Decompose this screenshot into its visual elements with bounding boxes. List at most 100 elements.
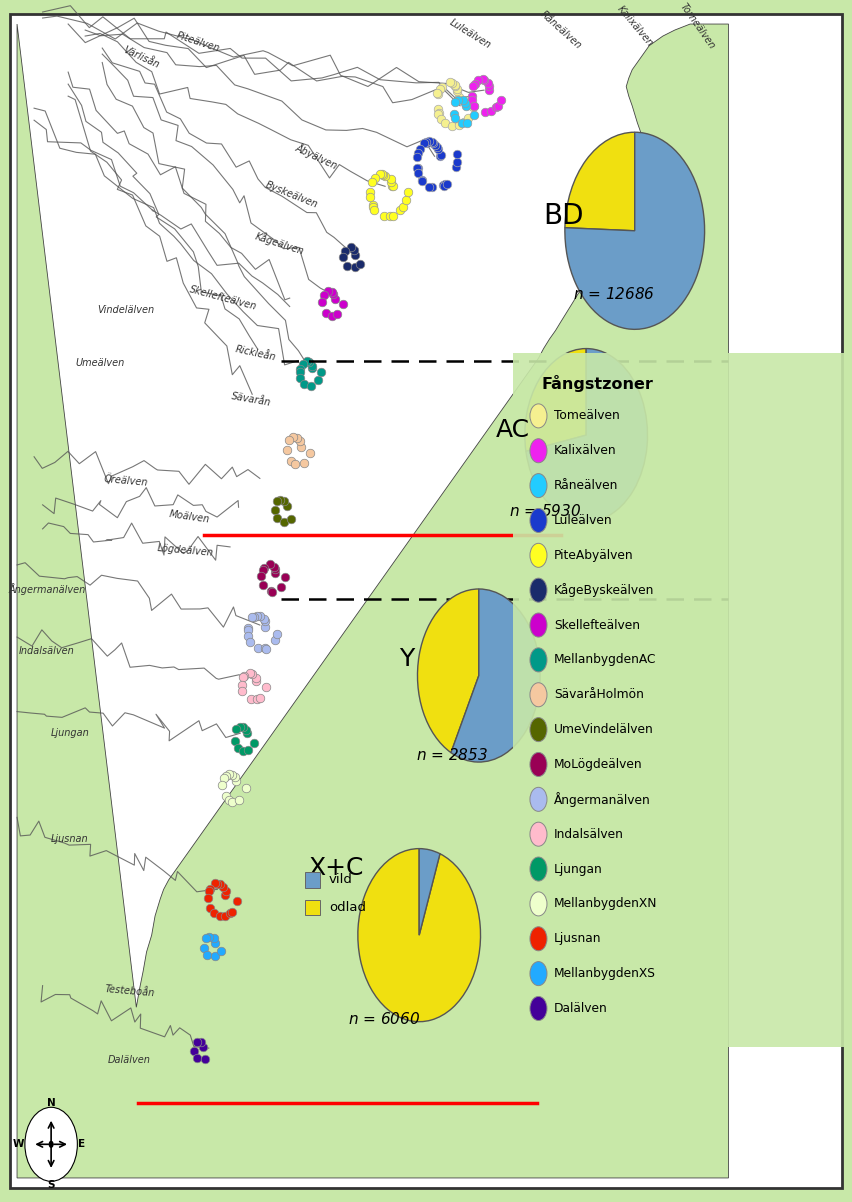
Point (458, 113, 471, 132)
Point (386, 177, 400, 196)
Circle shape (530, 578, 547, 602)
Point (325, 307, 338, 326)
Point (285, 452, 298, 471)
Point (400, 190, 413, 209)
Point (452, 115, 466, 135)
Text: Rickleån: Rickleån (234, 344, 277, 363)
Point (430, 137, 444, 156)
Point (249, 668, 262, 688)
Point (448, 108, 462, 127)
Point (226, 903, 239, 922)
Point (412, 143, 425, 162)
Point (219, 882, 233, 902)
Point (417, 133, 430, 153)
Point (268, 630, 281, 649)
Point (410, 159, 423, 178)
Point (247, 734, 261, 754)
Point (303, 444, 317, 463)
Point (476, 70, 490, 89)
Point (226, 766, 239, 785)
Circle shape (530, 787, 547, 811)
Circle shape (49, 1141, 54, 1148)
Text: vild: vild (329, 874, 353, 886)
Circle shape (530, 474, 547, 498)
Circle shape (530, 613, 547, 637)
Point (428, 135, 441, 154)
Circle shape (530, 718, 547, 742)
Text: BD: BD (544, 202, 584, 231)
Point (282, 430, 296, 450)
Point (484, 101, 498, 120)
Point (305, 358, 319, 377)
Wedge shape (451, 589, 540, 762)
Point (383, 207, 396, 226)
Point (385, 177, 399, 196)
Point (229, 720, 243, 739)
Point (235, 682, 249, 701)
Point (279, 567, 292, 587)
Point (253, 689, 267, 708)
Point (294, 368, 308, 387)
Point (450, 153, 463, 172)
Text: Testeboån: Testeboån (104, 984, 155, 999)
Point (268, 563, 282, 582)
Point (285, 508, 298, 528)
Point (449, 157, 463, 177)
Point (387, 206, 400, 225)
Text: KågeByskeälven: KågeByskeälven (554, 583, 654, 597)
Point (425, 177, 439, 196)
Point (461, 109, 475, 129)
Text: MellanbygdenAC: MellanbygdenAC (554, 654, 656, 666)
Text: Ljusnan: Ljusnan (51, 834, 89, 844)
Point (384, 169, 398, 189)
Point (458, 94, 472, 113)
Point (435, 77, 449, 96)
Point (447, 105, 461, 124)
Point (439, 174, 452, 194)
Point (244, 632, 257, 651)
Point (259, 639, 273, 659)
Point (288, 454, 302, 474)
Circle shape (530, 648, 547, 672)
Point (222, 790, 236, 809)
Point (459, 96, 473, 115)
Point (215, 775, 228, 795)
Circle shape (25, 1107, 78, 1182)
Point (207, 904, 221, 923)
Point (258, 638, 272, 657)
Point (241, 620, 255, 639)
Point (191, 1049, 204, 1069)
Point (236, 667, 250, 686)
Text: PiteAbyälven: PiteAbyälven (554, 549, 633, 561)
Text: Moälven: Moälven (168, 510, 210, 524)
Point (415, 171, 429, 190)
Point (431, 99, 445, 118)
Point (256, 560, 269, 579)
Point (233, 718, 247, 737)
Point (443, 72, 457, 91)
Point (440, 174, 454, 194)
Point (366, 172, 379, 191)
Point (257, 609, 271, 629)
Point (259, 677, 273, 696)
Point (200, 945, 214, 964)
Point (202, 927, 216, 946)
Point (368, 168, 382, 188)
Point (247, 607, 261, 626)
Point (257, 559, 271, 578)
Text: Ljungan: Ljungan (50, 728, 89, 738)
Point (411, 159, 424, 178)
Text: Ångermanälven: Ångermanälven (554, 792, 651, 807)
Point (337, 294, 350, 314)
Text: Kalixälven: Kalixälven (554, 445, 617, 457)
Text: S: S (48, 1180, 55, 1190)
Point (431, 105, 445, 124)
Point (377, 207, 390, 226)
Wedge shape (525, 349, 586, 451)
Point (311, 370, 325, 389)
Text: Torneälven: Torneälven (677, 1, 717, 52)
Point (306, 357, 320, 376)
Point (242, 618, 256, 637)
Point (233, 790, 246, 809)
Point (457, 90, 470, 109)
